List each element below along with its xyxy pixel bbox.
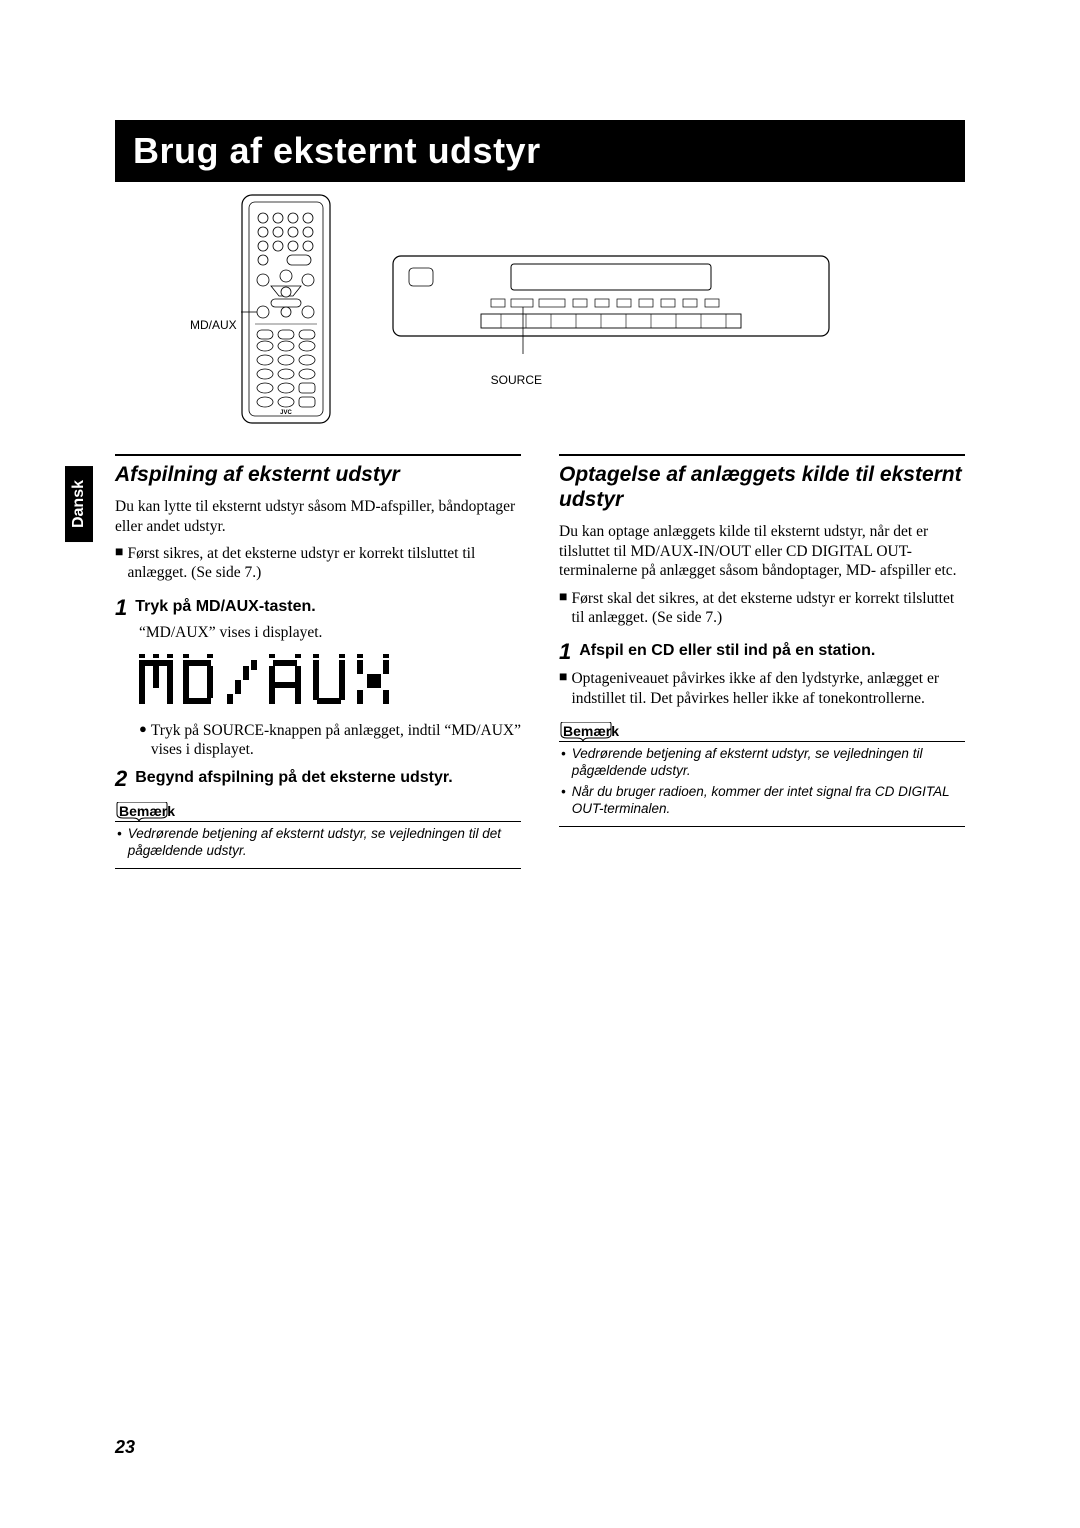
step-text: Afspil en CD eller stil ind på en statio… bbox=[579, 641, 875, 661]
source-label: SOURCE bbox=[491, 373, 831, 387]
right-intro: Du kan optage anlæggets kilde til ekster… bbox=[559, 522, 965, 580]
right-column: Optagelse af anlæggets kilde til ekstern… bbox=[559, 454, 965, 869]
divider bbox=[559, 826, 965, 827]
left-heading: Afspilning af eksternt udstyr bbox=[115, 462, 521, 487]
divider bbox=[115, 868, 521, 869]
language-tab: Dansk bbox=[65, 466, 93, 542]
left-precondition: Først sikres, at det eksterne udstyr er … bbox=[115, 544, 521, 583]
step-text: Begynd afspilning på det eksterne udstyr… bbox=[135, 768, 452, 788]
divider bbox=[559, 454, 965, 456]
left-column: Afspilning af eksternt udstyr Du kan lyt… bbox=[115, 454, 521, 869]
diagram-row: MD/AUX bbox=[115, 194, 965, 424]
remote-diagram: MD/AUX bbox=[190, 194, 331, 424]
remote-icon: JVC bbox=[241, 194, 331, 424]
remote-mdaux-label: MD/AUX bbox=[190, 318, 237, 332]
step-number: 2 bbox=[115, 768, 127, 790]
right-step1-note: Optageniveauet påvirkes ikke af den lyds… bbox=[559, 669, 965, 708]
device-diagram: SOURCE bbox=[391, 254, 831, 387]
left-step1-dot: Tryk på SOURCE-knappen på anlægget, indt… bbox=[139, 721, 521, 760]
left-step2: 2 Begynd afspilning på det eksterne udst… bbox=[115, 768, 521, 790]
stereo-unit-icon bbox=[391, 254, 831, 364]
left-intro: Du kan lytte til eksternt udstyr såsom M… bbox=[115, 497, 521, 536]
right-note-1: Vedrørende betjening af eksternt udstyr,… bbox=[559, 746, 965, 780]
step-text: Tryk på MD/AUX-tasten. bbox=[135, 597, 315, 617]
content-columns: Afspilning af eksternt udstyr Du kan lyt… bbox=[115, 454, 965, 869]
divider bbox=[115, 454, 521, 456]
right-heading: Optagelse af anlæggets kilde til ekstern… bbox=[559, 462, 965, 512]
svg-text:JVC: JVC bbox=[280, 410, 292, 416]
left-note-1: Vedrørende betjening af eksternt udstyr,… bbox=[115, 826, 521, 860]
right-note-2: Når du bruger radioen, kommer der intet … bbox=[559, 784, 965, 818]
page-title: Brug af eksternt udstyr bbox=[115, 120, 965, 182]
step-number: 1 bbox=[115, 597, 127, 619]
note-heading-left: Bemærk bbox=[115, 802, 521, 822]
right-step1: 1 Afspil en CD eller stil ind på en stat… bbox=[559, 641, 965, 663]
left-step1: 1 Tryk på MD/AUX-tasten. bbox=[115, 597, 521, 619]
lcd-display-icon bbox=[139, 654, 439, 710]
left-step1-sub: “MD/AUX” vises i displayet. bbox=[139, 623, 521, 642]
page-number: 23 bbox=[115, 1437, 135, 1458]
right-precondition: Først skal det sikres, at det eksterne u… bbox=[559, 589, 965, 628]
note-heading-right: Bemærk bbox=[559, 722, 965, 742]
step-number: 1 bbox=[559, 641, 571, 663]
